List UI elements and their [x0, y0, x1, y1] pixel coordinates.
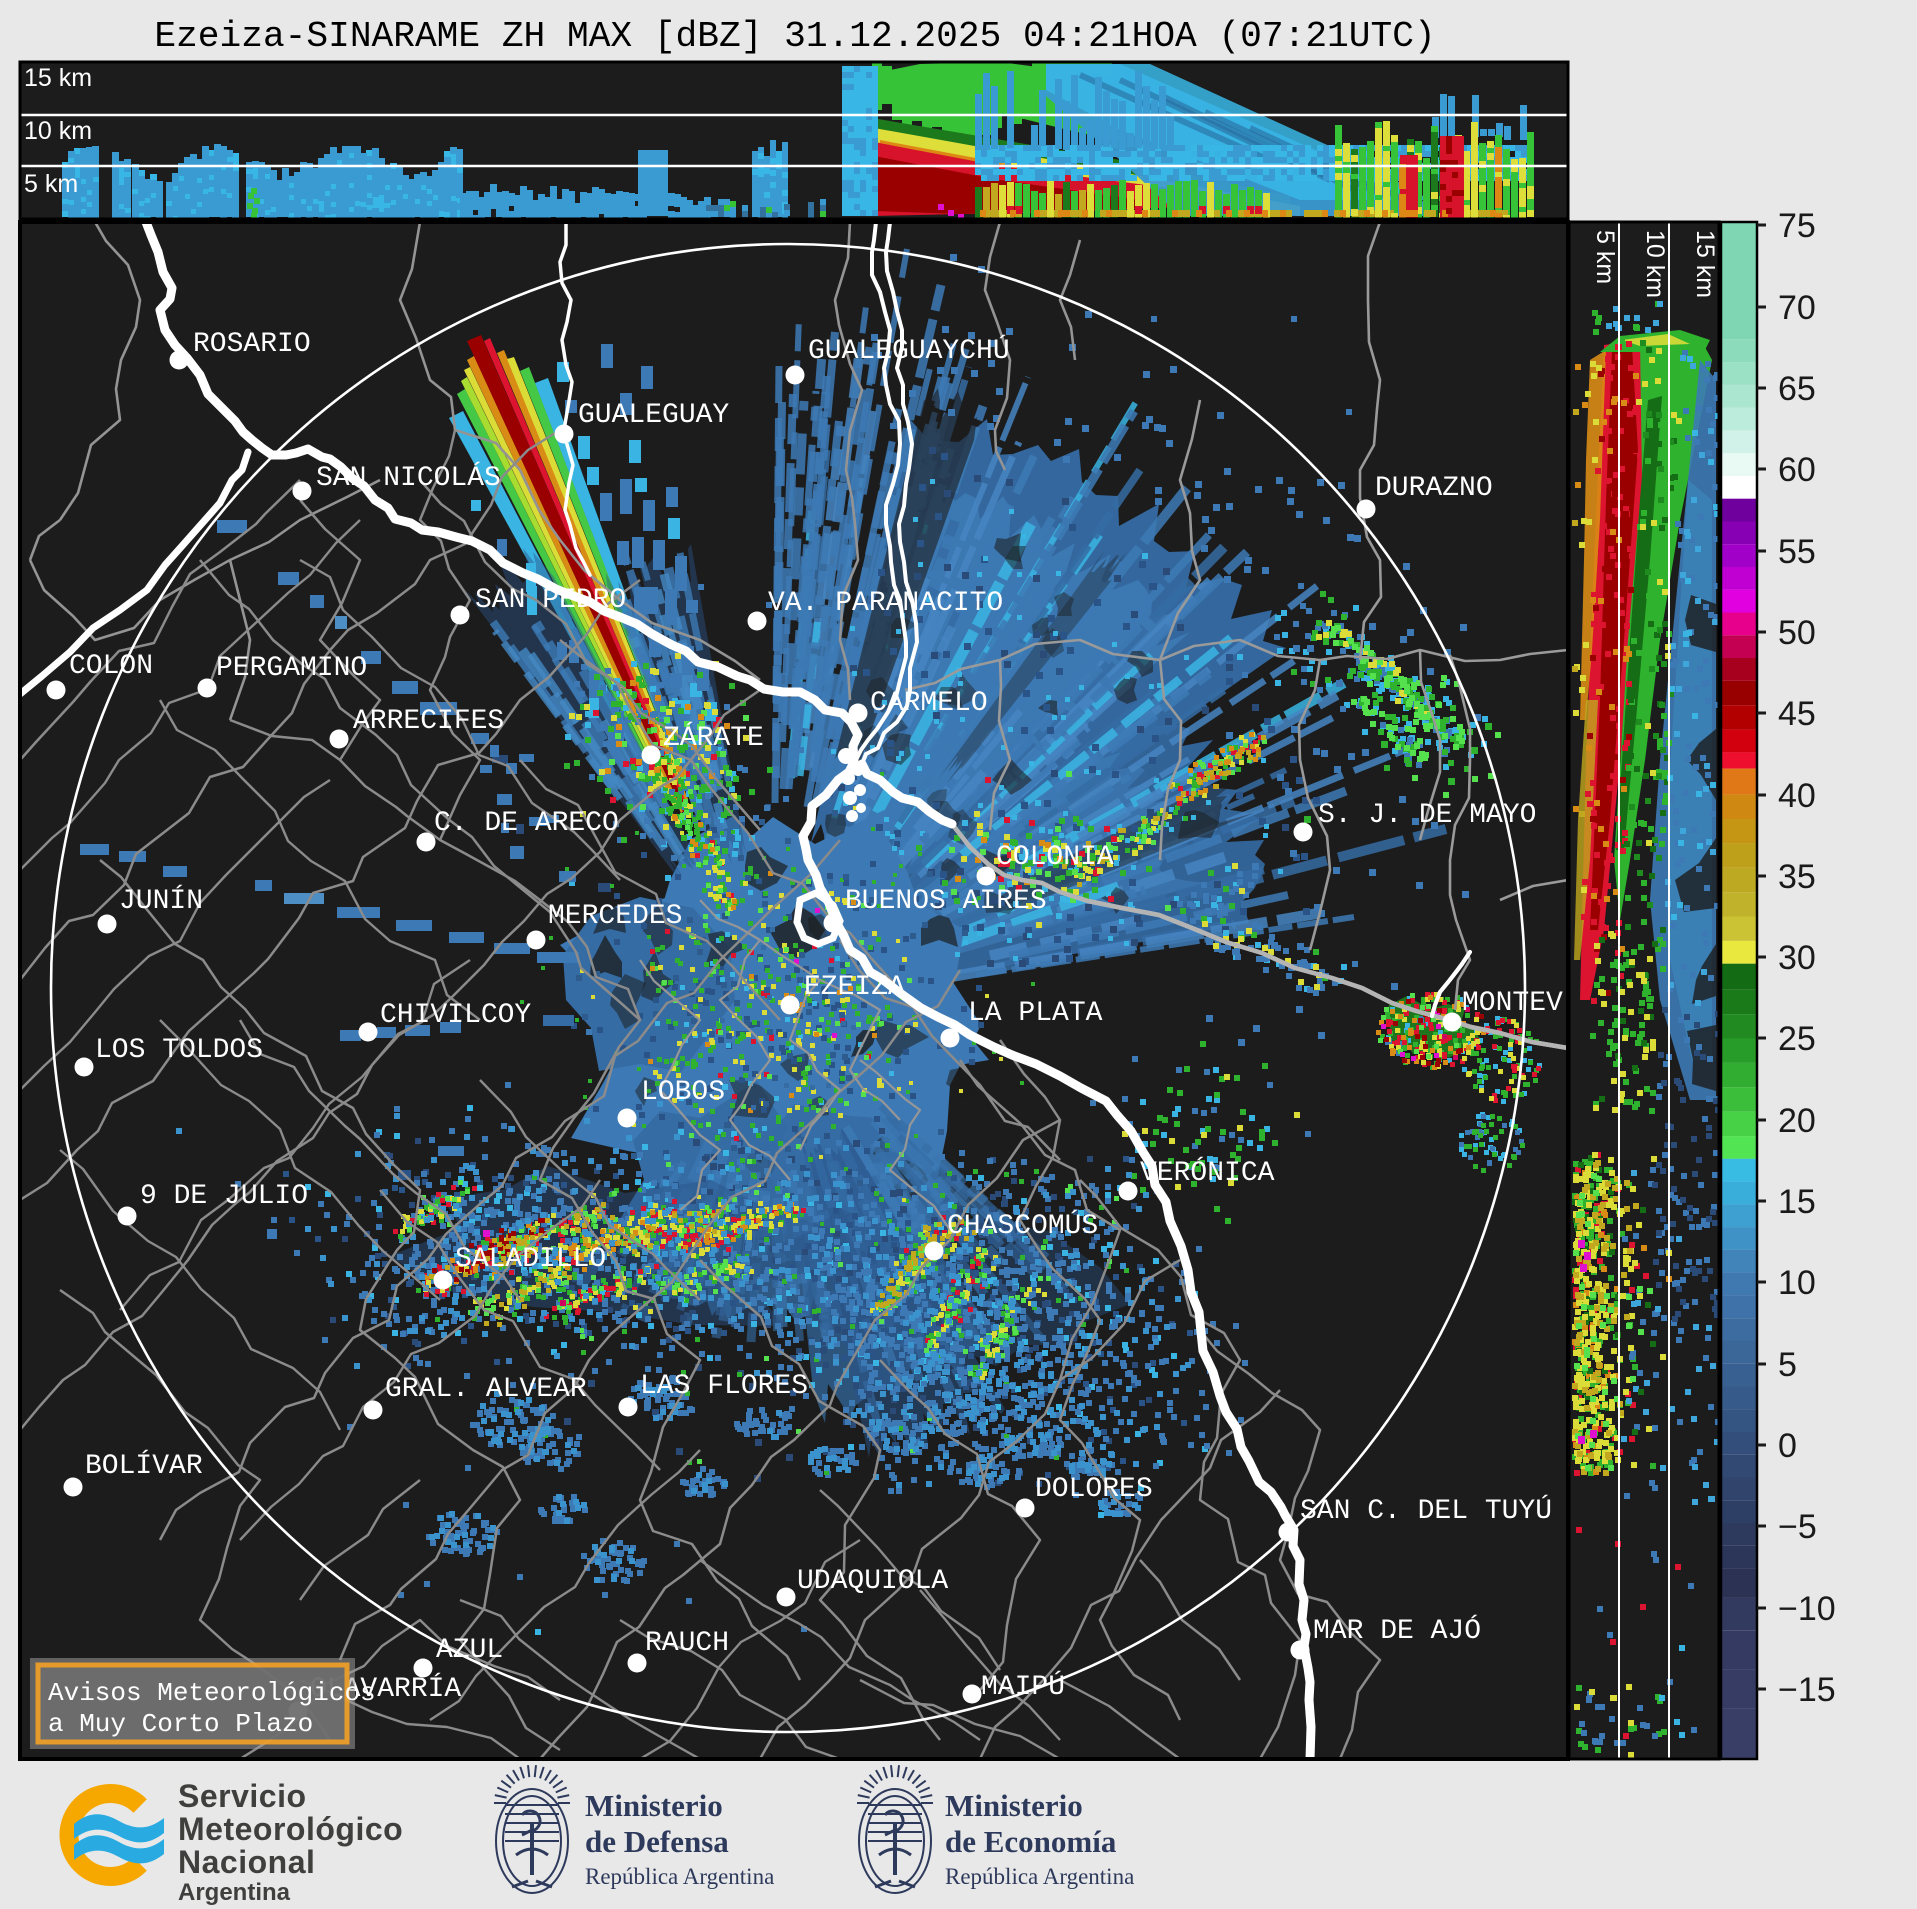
svg-text:DURAZNO: DURAZNO: [1375, 473, 1493, 504]
svg-text:de Economía: de Economía: [945, 1824, 1117, 1859]
svg-text:55: 55: [1778, 533, 1816, 571]
svg-text:RAUCH: RAUCH: [645, 1628, 729, 1659]
svg-text:MAIPÚ: MAIPÚ: [981, 1670, 1065, 1703]
svg-text:COLON: COLON: [69, 651, 153, 682]
svg-text:10 km: 10 km: [1641, 230, 1669, 298]
svg-text:SALADILLO: SALADILLO: [455, 1244, 606, 1275]
svg-text:30: 30: [1778, 939, 1816, 977]
svg-text:ROSARIO: ROSARIO: [193, 329, 311, 360]
svg-text:GRAL. ALVEAR: GRAL. ALVEAR: [385, 1374, 587, 1405]
svg-text:25: 25: [1778, 1020, 1816, 1058]
svg-text:−5: −5: [1778, 1508, 1817, 1546]
svg-text:AZUL: AZUL: [436, 1635, 503, 1666]
svg-text:SAN NICOLÁS: SAN NICOLÁS: [316, 462, 501, 494]
svg-text:DOLORES: DOLORES: [1035, 1474, 1153, 1505]
svg-text:5 km: 5 km: [24, 170, 78, 198]
svg-text:Avisos Meteorológicos: Avisos Meteorológicos: [48, 1678, 376, 1708]
svg-text:Ministerio: Ministerio: [945, 1788, 1083, 1823]
svg-text:ARRECIFES: ARRECIFES: [353, 706, 504, 737]
svg-text:COLONIA: COLONIA: [996, 842, 1114, 873]
svg-text:GUALEGUAY: GUALEGUAY: [578, 400, 729, 431]
svg-text:GUALEGUAYCHÚ: GUALEGUAYCHÚ: [808, 334, 1010, 367]
svg-text:LOS TOLDOS: LOS TOLDOS: [95, 1035, 263, 1066]
svg-text:República Argentina: República Argentina: [945, 1864, 1134, 1889]
svg-text:CARMELO: CARMELO: [870, 688, 988, 719]
svg-text:5: 5: [1778, 1346, 1797, 1384]
svg-text:VERÓNICA: VERÓNICA: [1140, 1156, 1275, 1189]
svg-text:VA. PARANACITO: VA. PARANACITO: [768, 588, 1003, 619]
svg-text:−10: −10: [1778, 1590, 1836, 1628]
svg-text:MAR DE AJÓ: MAR DE AJÓ: [1313, 1614, 1481, 1647]
svg-text:50: 50: [1778, 614, 1816, 652]
svg-text:S. J. DE MAYO: S. J. DE MAYO: [1318, 800, 1536, 831]
svg-text:MERCEDES: MERCEDES: [548, 901, 682, 932]
svg-text:UDAQUIOLA: UDAQUIOLA: [797, 1566, 948, 1597]
svg-text:a Muy Corto Plazo: a Muy Corto Plazo: [48, 1709, 313, 1739]
svg-text:de Defensa: de Defensa: [585, 1824, 729, 1859]
svg-text:70: 70: [1778, 289, 1816, 327]
svg-text:Servicio: Servicio: [178, 1778, 307, 1814]
svg-text:BOLÍVAR: BOLÍVAR: [85, 1450, 203, 1482]
svg-text:15: 15: [1778, 1183, 1816, 1221]
svg-text:SAN C. DEL TUYÚ: SAN C. DEL TUYÚ: [1300, 1494, 1552, 1527]
svg-text:Ministerio: Ministerio: [585, 1788, 723, 1823]
svg-text:10 km: 10 km: [24, 117, 92, 145]
svg-text:15 km: 15 km: [1691, 230, 1719, 298]
svg-text:15 km: 15 km: [24, 64, 92, 92]
svg-text:PERGAMINO: PERGAMINO: [216, 653, 367, 684]
svg-text:5 km: 5 km: [1591, 230, 1619, 284]
svg-text:Argentina: Argentina: [178, 1879, 291, 1906]
svg-text:Ezeiza-SINARAME ZH MAX [dBZ] 3: Ezeiza-SINARAME ZH MAX [dBZ] 31.12.2025 …: [154, 16, 1435, 57]
svg-text:65: 65: [1778, 370, 1816, 408]
svg-text:LOBOS: LOBOS: [641, 1077, 725, 1108]
svg-text:40: 40: [1778, 777, 1816, 815]
svg-text:ZÁRATE: ZÁRATE: [663, 722, 764, 754]
svg-text:MONTEV: MONTEV: [1462, 988, 1563, 1019]
svg-text:Nacional: Nacional: [178, 1844, 315, 1880]
svg-text:EZEIZA: EZEIZA: [804, 972, 905, 1003]
svg-text:CHASCOMÚS: CHASCOMÚS: [947, 1209, 1098, 1242]
svg-text:CHIVILCOY: CHIVILCOY: [380, 1000, 531, 1031]
svg-text:LA PLATA: LA PLATA: [968, 998, 1103, 1029]
svg-text:C. DE ARECO: C. DE ARECO: [434, 808, 619, 839]
svg-text:9 DE JULIO: 9 DE JULIO: [140, 1181, 308, 1212]
svg-text:LAS FLORES: LAS FLORES: [640, 1371, 808, 1402]
svg-text:0: 0: [1778, 1427, 1797, 1465]
svg-text:BUENOS AIRES: BUENOS AIRES: [845, 886, 1047, 917]
svg-text:SAN PEDRO: SAN PEDRO: [475, 585, 626, 616]
svg-text:10: 10: [1778, 1264, 1816, 1302]
svg-text:Meteorológico: Meteorológico: [178, 1811, 403, 1847]
svg-text:JUNÍN: JUNÍN: [119, 885, 203, 917]
svg-text:45: 45: [1778, 695, 1816, 733]
svg-text:60: 60: [1778, 451, 1816, 489]
svg-text:República Argentina: República Argentina: [585, 1864, 774, 1889]
svg-text:35: 35: [1778, 858, 1816, 896]
svg-text:20: 20: [1778, 1102, 1816, 1140]
svg-text:−15: −15: [1778, 1671, 1836, 1709]
svg-text:75: 75: [1778, 207, 1816, 245]
